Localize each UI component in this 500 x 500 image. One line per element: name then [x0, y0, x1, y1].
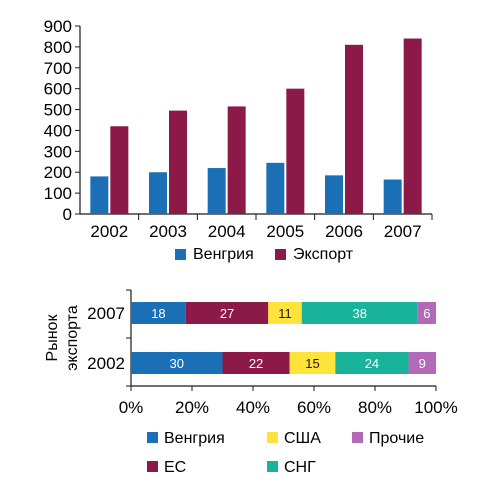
legend-label-hungary: Венгрия: [164, 430, 225, 447]
legend-swatch-hungary: [175, 249, 186, 260]
x-tick-label: 2007: [384, 222, 422, 241]
y-tick-label: 900: [44, 17, 72, 36]
segment-other-2002: [408, 352, 436, 374]
bar-export-2004: [227, 106, 246, 214]
legend-label-other: Прочие: [369, 430, 424, 447]
x-tick-label: 2002: [90, 222, 128, 241]
y-tick-label: 200: [44, 163, 72, 182]
segment-label-cis-2002: 24: [365, 356, 379, 371]
segment-usa-2007: [268, 302, 302, 324]
x-tick-label: 80%: [358, 398, 392, 417]
bar-hungary-2007: [383, 179, 402, 214]
y-tick-label: 100: [44, 184, 72, 203]
legend-label-hungary: Венгрия: [193, 246, 254, 263]
bar-export-2006: [345, 44, 363, 214]
legend-label-cis: СНГ: [284, 459, 316, 476]
y-tick-label: 500: [44, 101, 72, 120]
y-tick-label: 0: [63, 205, 72, 224]
y-axis-title-line1: Рынок: [44, 314, 61, 362]
x-tick-label: 2004: [208, 222, 246, 241]
y-tick-label: 400: [44, 121, 72, 140]
legend-label-export: Экспорт: [293, 246, 354, 263]
segment-eu-2002: [222, 352, 290, 374]
x-tick-label: 100%: [414, 398, 457, 417]
y-tick-label: 800: [44, 38, 72, 57]
segment-label-other-2002: 9: [419, 356, 426, 371]
segment-label-hungary-2002: 30: [170, 356, 184, 371]
segment-label-eu-2002: 22: [249, 356, 263, 371]
x-tick-label: 20%: [175, 398, 209, 417]
x-tick-label: 2006: [325, 222, 363, 241]
y-tick-label: 600: [44, 80, 72, 99]
y-tick-label: 700: [44, 59, 72, 78]
segment-hungary-2002: [131, 352, 223, 374]
bar-export-2005: [286, 88, 305, 214]
legend-label-usa: США: [284, 430, 321, 447]
legend-swatch-usa: [267, 432, 278, 443]
y-tick-label: 2007: [87, 304, 125, 323]
legend-swatch-eu: [147, 461, 158, 472]
bar-hungary-2005: [266, 162, 285, 214]
y-tick-label: 2002: [87, 354, 125, 373]
legend-swatch-cis: [267, 461, 278, 472]
segment-cis-2002: [335, 352, 409, 374]
segment-other-2007: [417, 302, 436, 324]
segment-label-cis-2007: 38: [353, 306, 367, 321]
legend-swatch-other: [352, 432, 363, 443]
bar-export-2002: [110, 126, 129, 214]
bar-export-2007: [403, 38, 422, 215]
segment-hungary-2007: [131, 302, 186, 324]
segment-eu-2007: [185, 302, 269, 324]
legend-label-eu: ЕС: [164, 459, 186, 476]
segment-label-hungary-2007: 18: [151, 306, 165, 321]
x-tick-label: 60%: [297, 398, 331, 417]
x-tick-label: 2003: [149, 222, 187, 241]
legend-swatch-export: [275, 249, 286, 260]
bar-hungary-2004: [207, 168, 226, 214]
segment-cis-2007: [301, 302, 418, 324]
segment-label-usa-2007: 11: [278, 306, 292, 321]
segment-label-other-2007: 6: [423, 306, 430, 321]
y-tick-label: 300: [44, 142, 72, 161]
x-tick-label: 0%: [119, 398, 144, 417]
x-tick-label: 40%: [236, 398, 270, 417]
segment-usa-2002: [289, 352, 336, 374]
chart-export-market-share: 0% 20% 40% 60% 80% 100% Рынок экспорта 2007 18 27 1…: [44, 289, 458, 476]
legend-swatch-hungary: [147, 432, 158, 443]
y-axis-title-line2: экспорта: [64, 305, 81, 371]
segment-label-usa-2002: 15: [305, 356, 319, 371]
segment-label-eu-2007: 27: [220, 306, 234, 321]
bar-hungary-2003: [149, 172, 167, 214]
x-tick-label: 2005: [266, 222, 304, 241]
bar-export-2003: [169, 110, 187, 214]
bar-hungary-2002: [90, 176, 109, 214]
bar-hungary-2006: [325, 175, 343, 214]
